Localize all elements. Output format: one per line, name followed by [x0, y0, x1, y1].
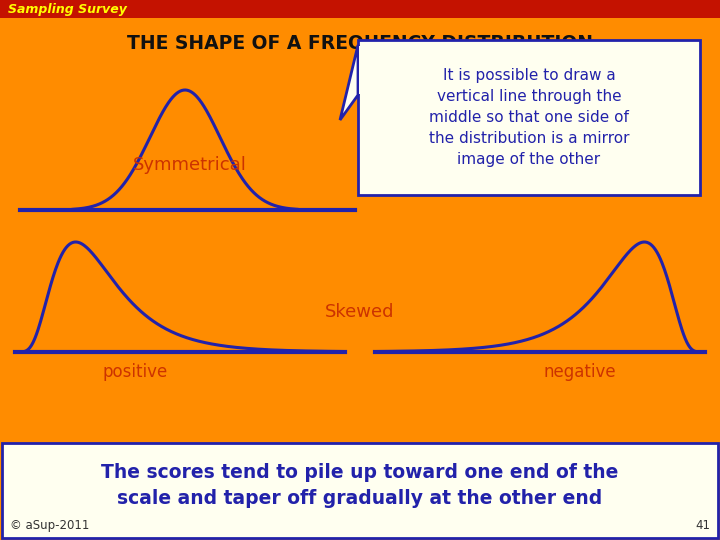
- Bar: [358, 40, 700, 195]
- Text: It is possible to draw a
vertical line through the
middle so that one side of
th: It is possible to draw a vertical line t…: [428, 68, 629, 167]
- Polygon shape: [340, 45, 358, 120]
- Text: THE SHAPE OF A FREQUENCY DISTRIBUTION: THE SHAPE OF A FREQUENCY DISTRIBUTION: [127, 33, 593, 52]
- Text: negative: negative: [544, 363, 616, 381]
- Text: The scores tend to pile up toward one end of the
scale and taper off gradually a: The scores tend to pile up toward one en…: [102, 463, 618, 508]
- Bar: [2, 443, 718, 538]
- Text: 41: 41: [695, 519, 710, 532]
- Bar: [0, 0, 720, 18]
- Text: Sampling Survey: Sampling Survey: [8, 3, 127, 16]
- Text: Symmetrical: Symmetrical: [133, 156, 247, 174]
- Polygon shape: [359, 46, 408, 94]
- Text: Skewed: Skewed: [325, 303, 395, 321]
- Text: positive: positive: [102, 363, 168, 381]
- Text: © aSup-2011: © aSup-2011: [10, 519, 89, 532]
